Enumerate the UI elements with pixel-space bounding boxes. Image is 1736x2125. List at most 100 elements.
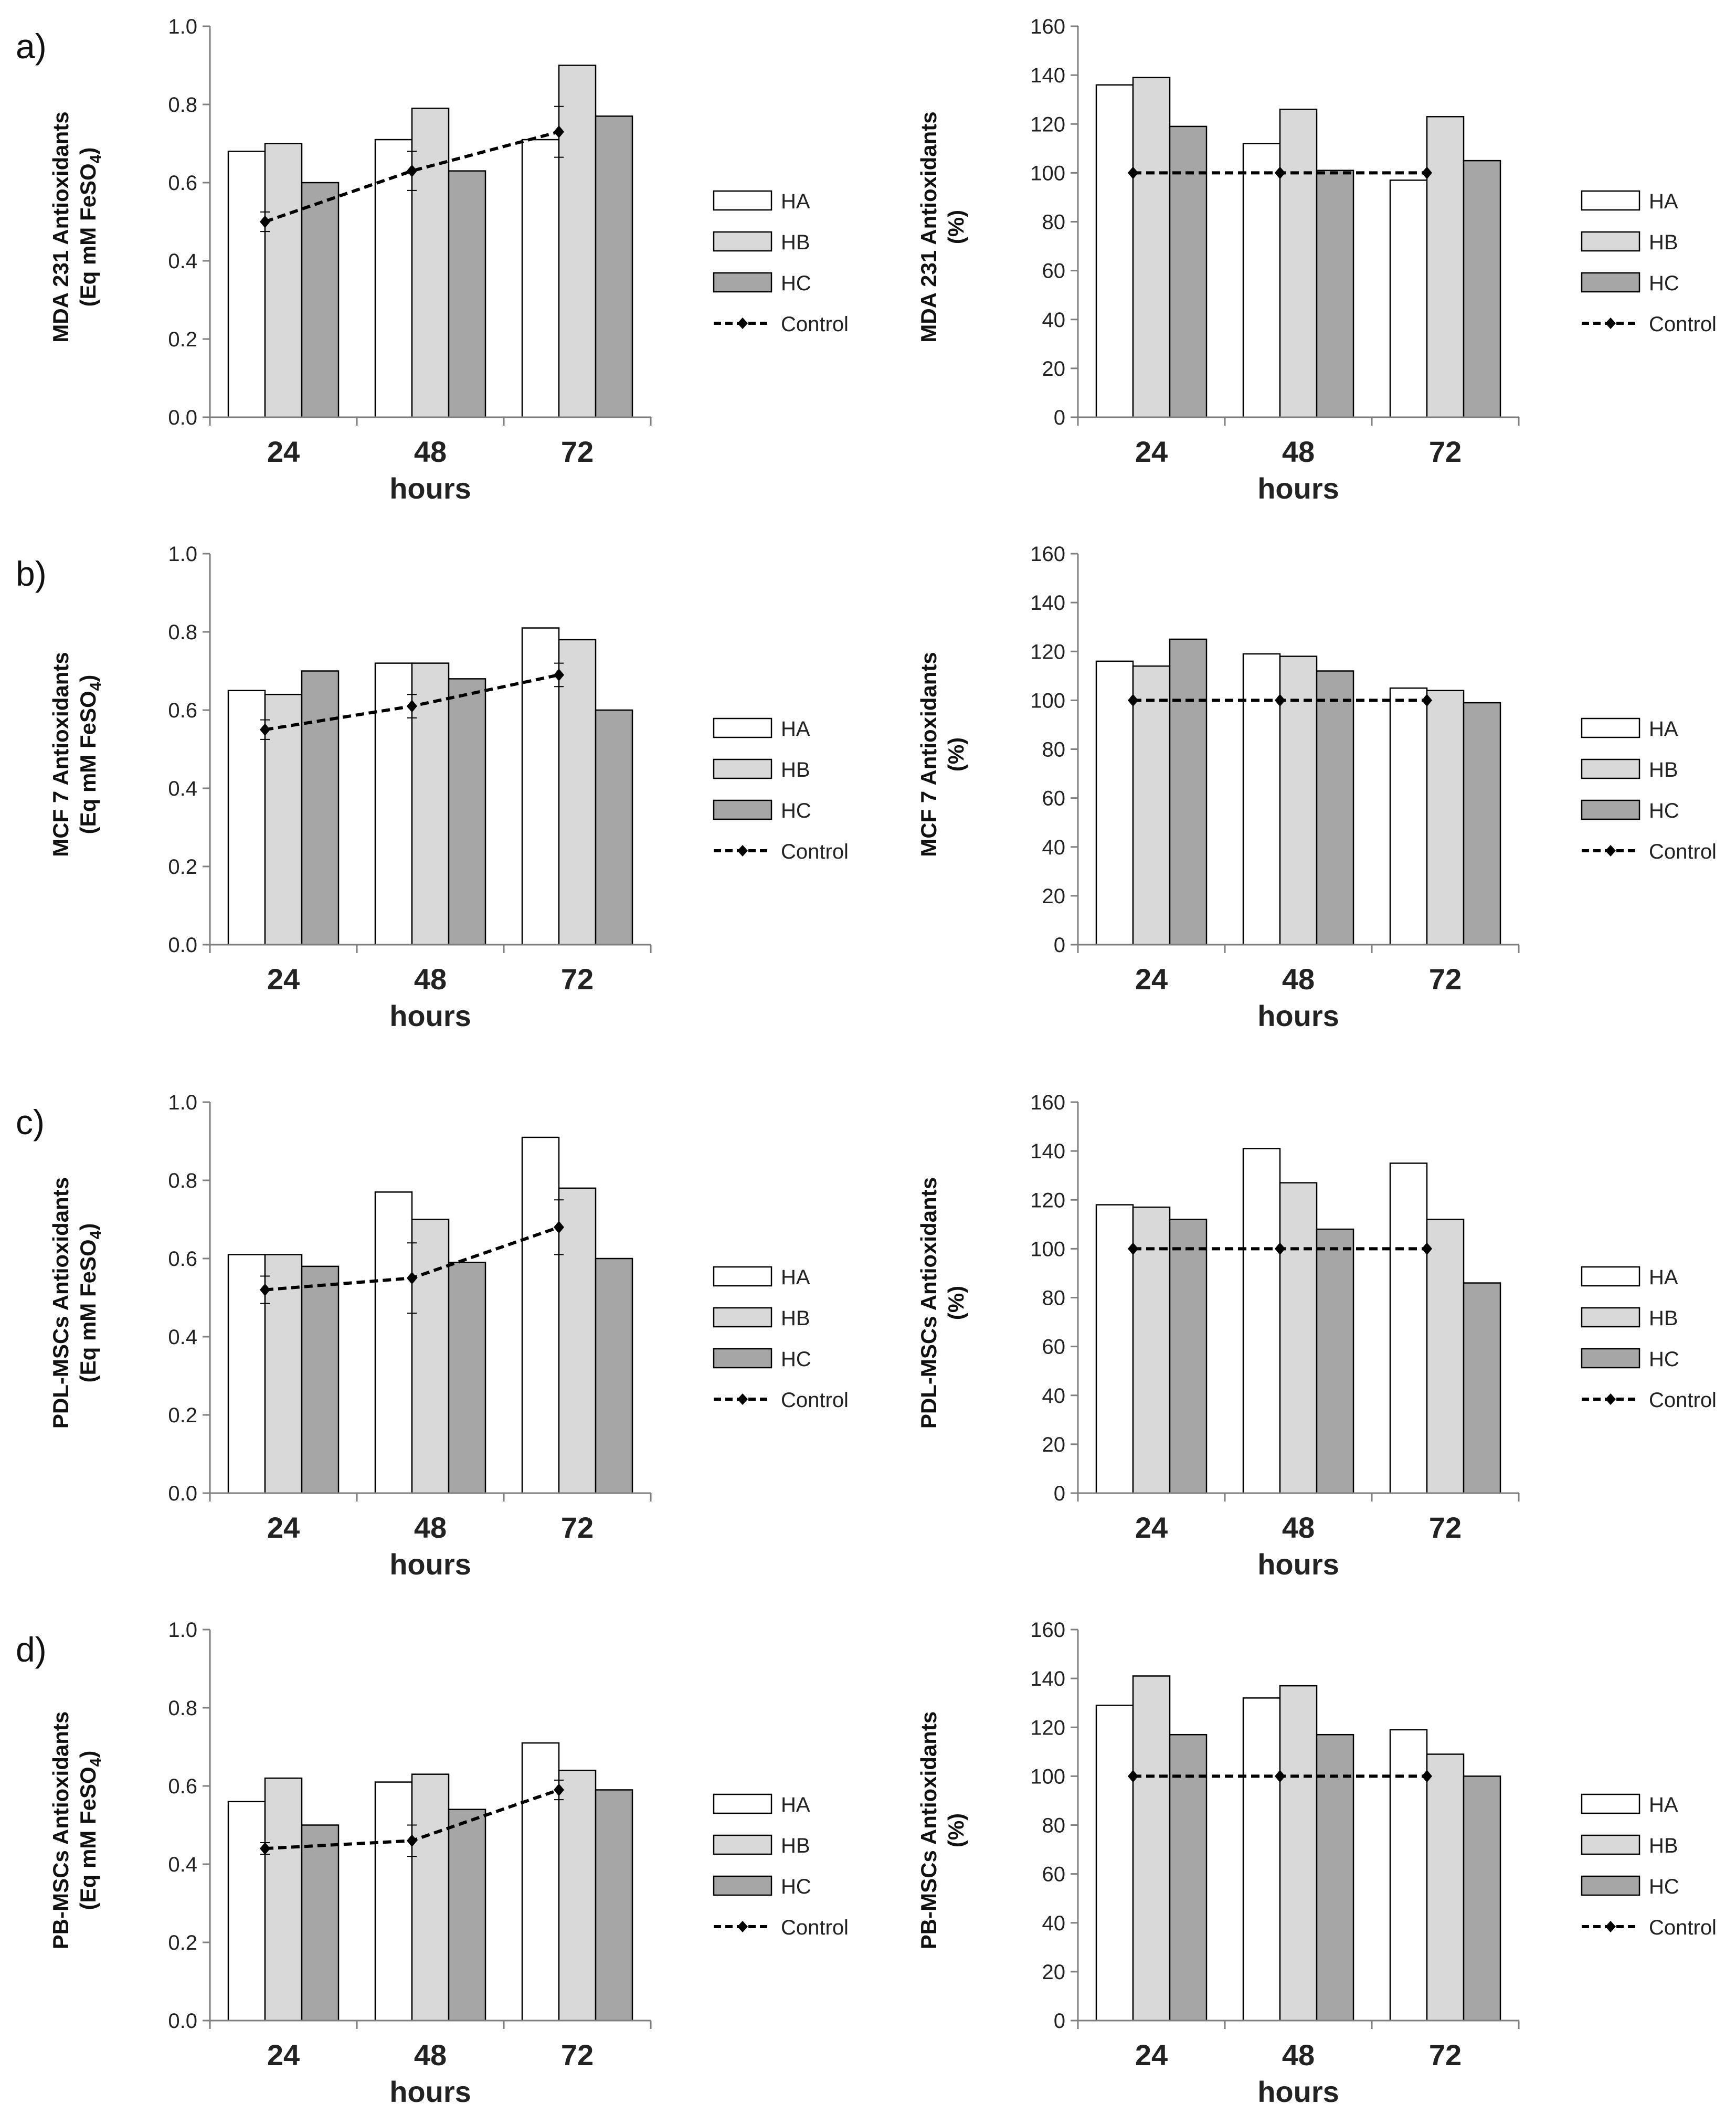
x-tick-label: 48 <box>414 963 447 996</box>
bar-hb <box>411 1773 450 2022</box>
y-tick-label: 60 <box>1042 787 1066 810</box>
bar-ha <box>1095 1204 1134 1494</box>
x-tick-label: 48 <box>414 435 447 468</box>
bar-hb <box>411 662 450 946</box>
y-tick-label: 80 <box>1042 1287 1066 1310</box>
legend-label-control: Control <box>1649 1389 1717 1412</box>
legend-swatch-hb <box>713 1307 772 1328</box>
x-tick-label: 72 <box>561 435 594 468</box>
legend-swatch-hb <box>1581 1834 1640 1855</box>
bar-ha <box>1095 660 1134 946</box>
panel-label-b: b) <box>16 554 47 593</box>
y-tick-label: 0 <box>1054 934 1065 957</box>
legend-label-hb: HB <box>1649 758 1678 781</box>
x-tick-label: 24 <box>1135 1511 1168 1544</box>
y-tick-label: 120 <box>1030 1189 1065 1212</box>
legend-label-hb: HB <box>1649 231 1678 254</box>
y-tick-label: 60 <box>1042 260 1066 283</box>
bar-ha <box>1389 687 1428 946</box>
legend-label-hc: HC <box>1649 799 1679 822</box>
legend-label-hb: HB <box>781 231 810 254</box>
bar-hb <box>1279 1182 1318 1494</box>
y-tick-label: 120 <box>1030 1716 1065 1739</box>
bar-ha <box>1242 1148 1281 1494</box>
x-axis-label: hours <box>389 999 471 1032</box>
control-point <box>407 1272 417 1285</box>
legend-label-ha: HA <box>1649 1266 1678 1289</box>
legend-label-hc: HC <box>781 272 811 295</box>
x-tick-label: 72 <box>1429 963 1462 996</box>
legend-swatch-ha <box>1581 717 1640 738</box>
y-axis-label-text: (Eq mM FeSO <box>76 163 100 306</box>
x-tick-label: 24 <box>267 2038 300 2071</box>
y-tick-label: 0 <box>1054 1482 1065 1505</box>
legend-swatch-hb <box>713 1834 772 1855</box>
bar-ha <box>227 690 266 946</box>
bar-hb <box>558 1187 597 1494</box>
bar-hb <box>1279 1685 1318 2022</box>
legend-swatch-hc <box>1581 799 1640 820</box>
control-point <box>260 1283 270 1296</box>
bar-ha <box>374 1191 413 1494</box>
y-tick-label: 160 <box>1030 543 1065 566</box>
y-tick-label: 20 <box>1042 885 1066 908</box>
y-axis-label-subscript: 4 <box>87 682 104 691</box>
y-tick-label: 140 <box>1030 591 1065 615</box>
legend-swatch-ha <box>713 190 772 211</box>
bar-ha <box>1389 179 1428 418</box>
y-axis-label-text: (Eq mM FeSO <box>76 1239 100 1382</box>
y-tick-label: 80 <box>1042 738 1066 762</box>
y-tick-label: 0.4 <box>168 777 197 800</box>
legend-marker-control <box>737 845 748 857</box>
legend-swatch-hb <box>713 231 772 252</box>
bar-hc <box>1463 702 1501 946</box>
y-tick-label: 100 <box>1030 1765 1065 1788</box>
y-tick-label: 1.0 <box>168 15 197 38</box>
bar-hc <box>1316 1733 1354 2022</box>
legend-label-hc: HC <box>1649 272 1679 295</box>
legend-label-ha: HA <box>781 717 810 741</box>
bar-hb <box>264 1254 303 1494</box>
y-axis-label-line1: PDL-MSCs Antioxidants <box>48 1177 73 1429</box>
y-axis-label-line2: (Eq mM FeSO4) <box>76 675 104 834</box>
legend-label-control: Control <box>781 313 849 336</box>
control-point <box>1422 1242 1432 1255</box>
y-axis-label-subscript: 4 <box>87 1758 104 1767</box>
y-tick-label: 120 <box>1030 640 1065 663</box>
y-tick-label: 140 <box>1030 1667 1065 1690</box>
x-tick-label: 24 <box>267 435 300 468</box>
y-axis-label-close: ) <box>76 675 100 682</box>
bar-hc <box>448 1262 486 1494</box>
bar-hb <box>1279 109 1318 418</box>
legend-label-control: Control <box>1649 1916 1717 1939</box>
bar-hb <box>558 639 597 946</box>
y-tick-label: 80 <box>1042 1814 1066 1837</box>
bar-hc <box>301 670 340 946</box>
x-tick-label: 72 <box>1429 2038 1462 2071</box>
control-point <box>1275 166 1285 179</box>
control-point <box>1128 1770 1138 1783</box>
x-tick-label: 72 <box>561 2038 594 2071</box>
panel-label-a: a) <box>16 27 47 66</box>
bar-ha <box>521 139 560 418</box>
legend-swatch-hb <box>713 758 772 779</box>
control-point <box>1422 166 1432 179</box>
legend-label-ha: HA <box>781 1793 810 1816</box>
bar-ha <box>1242 1697 1281 2022</box>
legend-swatch-ha <box>713 717 772 738</box>
x-tick-label: 48 <box>1282 963 1315 996</box>
y-tick-label: 160 <box>1030 15 1065 38</box>
y-tick-label: 0 <box>1054 2010 1065 2033</box>
y-tick-label: 0.2 <box>168 855 197 879</box>
bar-hb <box>1132 665 1171 946</box>
legend-label-hb: HB <box>781 1834 810 1857</box>
x-axis-label: hours <box>1257 472 1339 505</box>
x-tick-label: 24 <box>267 963 300 996</box>
bar-hb <box>558 1769 597 2022</box>
y-tick-label: 0.8 <box>168 621 197 644</box>
control-point <box>1275 1242 1285 1255</box>
control-point <box>1128 694 1138 707</box>
legend-label-ha: HA <box>1649 1793 1678 1816</box>
bar-ha <box>374 139 413 418</box>
bar-ha <box>1095 1705 1134 2022</box>
